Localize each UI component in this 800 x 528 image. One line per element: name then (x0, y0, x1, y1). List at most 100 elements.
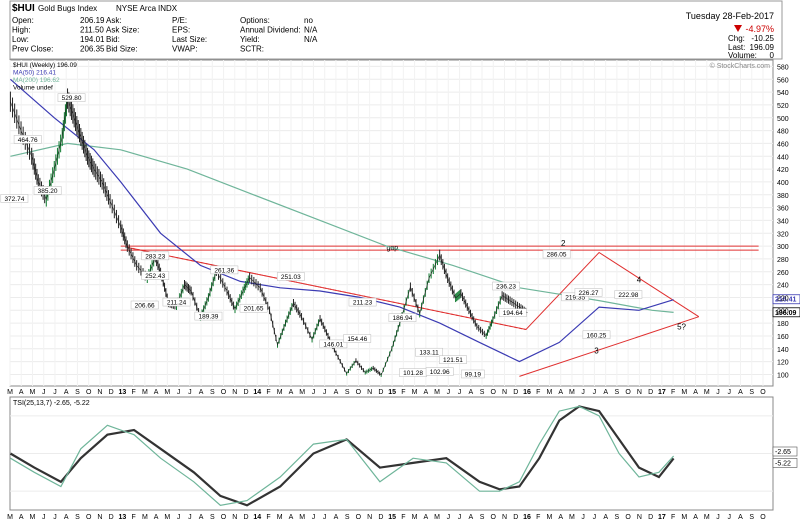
x-tick-label: A (334, 389, 339, 396)
x-tick-label: F (131, 514, 135, 521)
price-annotation: 529.80 (62, 95, 82, 102)
x-tick-label: D (378, 514, 383, 521)
x-tick-label: J (312, 514, 316, 521)
y-tick-label: 360 (777, 206, 789, 213)
quote-value: 211.50 (80, 26, 104, 35)
x-tick-label: J (53, 514, 57, 521)
x-tick-label: D (378, 389, 383, 396)
x-tick-label: J (188, 389, 192, 396)
price-panel (9, 59, 774, 387)
y-tick-label: 220 (777, 295, 789, 302)
price-annotation: 286.05 (547, 252, 567, 259)
x-tick-label: D (243, 389, 248, 396)
x-tick-label: N (637, 514, 642, 521)
price-annotation-box (162, 297, 191, 307)
price-tag-box (772, 307, 800, 318)
x-tick-label: N (232, 514, 237, 521)
price-annotation: 261.36 (214, 267, 234, 274)
wave-label: 5? (677, 323, 686, 332)
x-tick-label: N (97, 389, 102, 396)
y-tick-label: 140 (777, 347, 789, 354)
price-annotation-box (319, 339, 348, 349)
header-class: INDX (158, 4, 178, 13)
price-annotation: 372.74 (4, 196, 24, 203)
price-annotation: 211.23 (353, 300, 373, 307)
x-tick-label: M (164, 514, 170, 521)
x-tick-label: M (164, 389, 170, 396)
x-tick-label: M (142, 514, 148, 521)
quote-label: High: (12, 26, 31, 35)
x-tick-label: S (615, 389, 620, 396)
x-tick-label: D (648, 389, 653, 396)
y-tick-label: 500 (777, 116, 789, 123)
x-tick-label: N (232, 389, 237, 396)
y-tick-label: 540 (777, 90, 789, 97)
x-tick-label: O (491, 389, 497, 396)
x-tick-label: 15 (388, 514, 396, 521)
quote-label: Low: (12, 35, 29, 44)
x-tick-label: J (447, 389, 451, 396)
x-tick-label: N (367, 514, 372, 521)
x-tick-label: N (97, 514, 102, 521)
quote-label: Bid: (106, 35, 120, 44)
x-tick-label: N (502, 514, 507, 521)
quote-label: EPS: (172, 26, 190, 35)
tsi-tag-box (772, 446, 798, 457)
price-annotation-box (582, 330, 611, 340)
x-tick-label: O (86, 389, 92, 396)
price-annotation: 206.66 (135, 303, 155, 310)
x-tick-label: A (558, 514, 563, 521)
header-volume-label: Volume: (728, 51, 757, 60)
x-tick-label: A (603, 389, 608, 396)
quote-value: N/A (304, 26, 318, 35)
x-tick-label: M (277, 389, 283, 396)
x-tick-label: N (637, 389, 642, 396)
down-arrow-icon (734, 25, 742, 32)
x-tick-label: D (109, 389, 114, 396)
quote-label: Last Size: (172, 35, 207, 44)
header-chg-value: -10.25 (751, 34, 774, 43)
price-annotation-box (388, 313, 417, 322)
x-tick-label: N (367, 389, 372, 396)
quote-label: Prev Close: (12, 45, 53, 54)
header-volume-value: 0 (770, 51, 775, 60)
price-annotation: 219.35 (565, 294, 585, 301)
x-tick-label: M (704, 389, 710, 396)
x-tick-label: M (412, 514, 418, 521)
x-tick-label: 17 (658, 514, 666, 521)
x-tick-label: F (536, 514, 540, 521)
tsi-legend: TSI(25,13,7) -2.65, -5.22 (13, 400, 90, 407)
x-tick-label: O (86, 514, 92, 521)
x-tick-label: J (323, 389, 327, 396)
header-last-value: 196.09 (750, 43, 775, 52)
price-annotation-box (141, 271, 170, 280)
price-annotation: 194.64 (503, 310, 523, 317)
x-tick-label: S (749, 514, 754, 521)
x-tick-label: M (7, 389, 13, 396)
price-annotation: 189.39 (198, 314, 218, 321)
x-tick-label: O (491, 514, 497, 521)
y-tick-label: 120 (777, 360, 789, 367)
x-tick-label: M (142, 389, 148, 396)
header-date: Tuesday 28-Feb-2017 (686, 11, 774, 21)
quote-value: 194.01 (80, 35, 105, 44)
x-tick-label: O (356, 514, 362, 521)
price-annotation-box (425, 367, 454, 376)
x-tick-label: A (693, 514, 698, 521)
downtrend-dashed (127, 246, 527, 331)
watermark: © StockCharts.com (710, 62, 771, 70)
price-annotation: 464.76 (18, 137, 38, 144)
ma200-line (10, 142, 674, 313)
price-annotation: 201.65 (244, 306, 264, 313)
x-tick-label: S (345, 389, 350, 396)
x-tick-label: F (131, 389, 135, 396)
x-tick-label: A (738, 389, 743, 396)
price-annotation-box (343, 334, 372, 343)
price-annotation: 160.25 (587, 332, 607, 339)
x-tick-label: M (547, 514, 553, 521)
price-annotation-box (239, 303, 268, 313)
x-tick-label: 16 (523, 389, 531, 396)
quote-value: 206.19 (80, 16, 105, 25)
x-tick-label: S (615, 514, 620, 521)
